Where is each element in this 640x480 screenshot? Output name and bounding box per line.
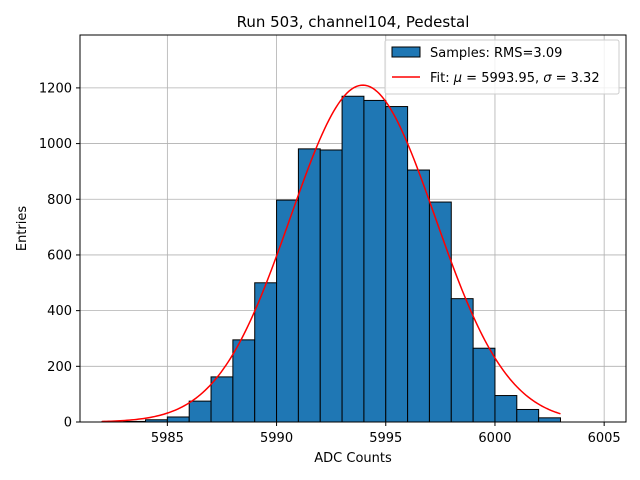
- legend-swatch-samples: [391, 46, 421, 58]
- histogram-bar: [341, 95, 365, 423]
- y-tick-label: 1000: [39, 137, 72, 152]
- y-tick-label: 600: [47, 248, 72, 263]
- legend: Samples: RMS=3.09 Fit: μ = 5993.95, σ = …: [384, 39, 620, 95]
- x-axis-ticks: 5985 5990 5995 6000 6005: [151, 422, 621, 446]
- histogram-bar: [276, 199, 299, 423]
- y-axis-label: Entries: [15, 206, 30, 252]
- histogram-bars: [101, 95, 561, 423]
- histogram-bar: [385, 106, 409, 423]
- gaussian-fit-curve: [101, 84, 561, 423]
- histogram-bar: [538, 417, 561, 423]
- histogram-bar: [428, 201, 452, 423]
- y-tick-label: 800: [47, 193, 72, 208]
- x-tick-label: 6005: [588, 431, 621, 446]
- y-tick-label: 1200: [39, 81, 72, 96]
- x-tick-label: 5990: [260, 431, 293, 446]
- legend-box: [384, 39, 620, 95]
- histogram-bar: [297, 148, 321, 423]
- histogram-bar: [188, 400, 212, 423]
- y-axis-ticks: 0 200 400 600 800 1000 1200: [39, 81, 80, 431]
- x-tick-label: 5995: [369, 431, 402, 446]
- x-axis-label: ADC Counts: [314, 451, 392, 466]
- histogram-bar: [210, 376, 234, 423]
- chart-title: Run 503, channel104, Pedestal: [237, 13, 470, 31]
- histogram-bar: [319, 149, 343, 423]
- histogram-bar: [407, 169, 430, 423]
- histogram-bar: [450, 298, 474, 423]
- histogram-bar: [516, 408, 540, 423]
- x-tick-label: 6000: [478, 431, 511, 446]
- histogram-bar: [472, 347, 496, 423]
- histogram-bar: [494, 395, 518, 423]
- histogram-bar: [363, 99, 387, 423]
- y-tick-label: 0: [64, 416, 72, 431]
- y-tick-label: 200: [47, 360, 72, 375]
- histogram-bar: [166, 416, 190, 423]
- y-tick-label: 400: [47, 304, 72, 319]
- legend-label-fit: Fit: μ = 5993.95, σ = 3.32: [430, 71, 600, 86]
- x-tick-label: 5985: [151, 431, 184, 446]
- legend-label-samples: Samples: RMS=3.09: [430, 46, 562, 61]
- histogram-bar: [232, 339, 256, 423]
- axes-frame: [79, 34, 627, 423]
